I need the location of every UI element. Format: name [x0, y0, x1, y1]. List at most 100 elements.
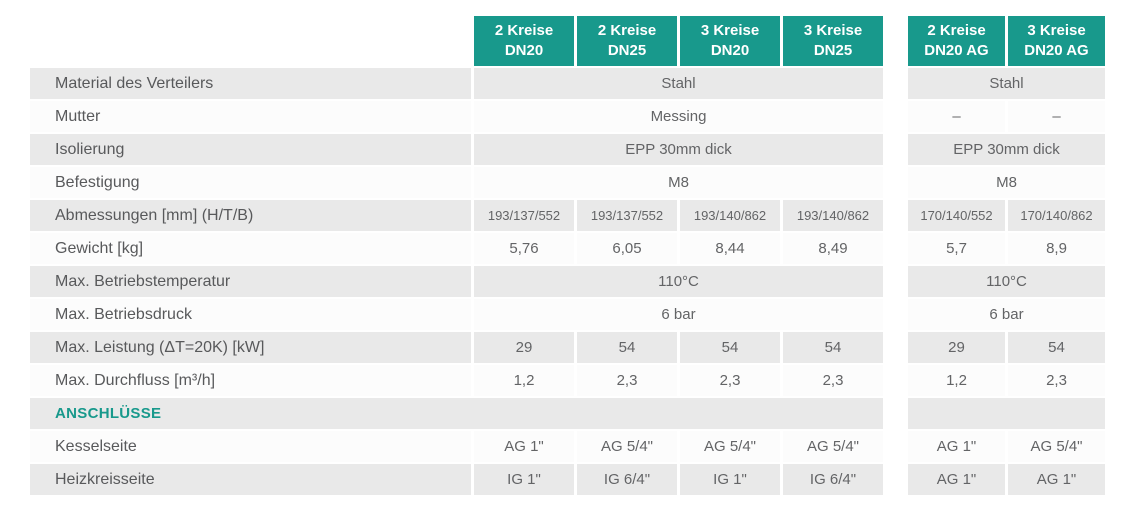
cell-material-span: Stahl — [908, 68, 1105, 99]
row-befestigung: Befestigung M8 — [30, 167, 883, 198]
cell-value: 6,05 — [577, 233, 677, 264]
row-material: Stahl — [908, 68, 1105, 99]
cell-value: 193/140/862 — [783, 200, 883, 231]
column-header-line2: DN20 — [504, 42, 544, 59]
column-header-3-kreise-dn25: 3 Kreise DN25 — [783, 16, 883, 66]
cell-value: 29 — [474, 332, 574, 363]
row-gewicht: 5,7 8,9 — [908, 233, 1105, 264]
row-mutter: Mutter Messing — [30, 101, 883, 132]
cell-value: 170/140/862 — [1008, 200, 1105, 231]
column-header-line1: 3 Kreise — [1027, 21, 1086, 39]
row-isolierung: EPP 30mm dick — [908, 134, 1105, 165]
cell-value: AG 5/4" — [783, 431, 883, 462]
cell-betriebsdruck-span: 6 bar — [908, 299, 1105, 330]
cell-isolierung-span: EPP 30mm dick — [474, 134, 883, 165]
cell-value: 193/137/552 — [577, 200, 677, 231]
row-material: Material des Verteilers Stahl — [30, 68, 883, 99]
row-abmessungen: 170/140/552 170/140/862 — [908, 200, 1105, 231]
cell-betriebstemperatur-span: 110°C — [474, 266, 883, 297]
column-header-2-kreise-dn25: 2 Kreise DN25 — [577, 16, 677, 66]
row-leistung: 29 54 — [908, 332, 1105, 363]
row-kesselseite: AG 1" AG 5/4" — [908, 431, 1105, 462]
row-section-anschluesse: ANSCHLÜSSE — [30, 398, 883, 429]
row-label: Mutter — [30, 101, 471, 132]
cell-value: 54 — [680, 332, 780, 363]
column-header-line1: 2 Kreise — [927, 21, 986, 39]
row-section-anschluesse — [908, 398, 1105, 429]
cell-value: – — [908, 101, 1005, 132]
column-header-line1: 2 Kreise — [494, 21, 554, 39]
header-row: 2 Kreise DN20 2 Kreise DN25 3 Kreise DN2… — [30, 16, 883, 66]
section-heading: ANSCHLÜSSE — [30, 398, 883, 429]
column-header-line2: DN20 AG — [1024, 42, 1089, 59]
cell-value: 54 — [783, 332, 883, 363]
cell-value: 54 — [577, 332, 677, 363]
cell-isolierung-span: EPP 30mm dick — [908, 134, 1105, 165]
row-betriebsdruck: Max. Betriebsdruck 6 bar — [30, 299, 883, 330]
row-mutter: – – — [908, 101, 1105, 132]
row-label: Max. Durchfluss [m³/h] — [30, 365, 471, 396]
cell-value: 8,9 — [1008, 233, 1105, 264]
cell-value: 8,49 — [783, 233, 883, 264]
cell-value: 54 — [1008, 332, 1105, 363]
column-header-2-kreise-dn20: 2 Kreise DN20 — [474, 16, 574, 66]
row-durchfluss: Max. Durchfluss [m³/h] 1,2 2,3 2,3 2,3 — [30, 365, 883, 396]
cell-mutter-span: Messing — [474, 101, 883, 132]
row-label: Max. Betriebsdruck — [30, 299, 471, 330]
cell-value: 1,2 — [908, 365, 1005, 396]
cell-value: 5,76 — [474, 233, 574, 264]
column-header-line2: DN20 AG — [924, 42, 989, 59]
cell-value: AG 5/4" — [680, 431, 780, 462]
cell-betriebsdruck-span: 6 bar — [474, 299, 883, 330]
row-befestigung: M8 — [908, 167, 1105, 198]
column-header-3-kreise-dn20: 3 Kreise DN20 — [680, 16, 780, 66]
cell-value: AG 5/4" — [577, 431, 677, 462]
cell-value: IG 1" — [474, 464, 574, 495]
cell-value: 2,3 — [680, 365, 780, 396]
cell-value: AG 5/4" — [1008, 431, 1105, 462]
row-heizkreisseite: Heizkreisseite IG 1" IG 6/4" IG 1" IG 6/… — [30, 464, 883, 495]
row-heizkreisseite: AG 1" AG 1" — [908, 464, 1105, 495]
row-label: Heizkreisseite — [30, 464, 471, 495]
row-kesselseite: Kesselseite AG 1" AG 5/4" AG 5/4" AG 5/4… — [30, 431, 883, 462]
cell-value: 2,3 — [783, 365, 883, 396]
header-blank-cell — [30, 16, 471, 66]
section-heading-spacer — [908, 398, 1105, 429]
cell-value: AG 1" — [908, 431, 1005, 462]
cell-value: 29 — [908, 332, 1005, 363]
spec-table-right: 2 Kreise DN20 AG 3 Kreise DN20 AG Stahl … — [905, 14, 1108, 497]
row-label: Abmessungen [mm] (H/T/B) — [30, 200, 471, 231]
row-label: Befestigung — [30, 167, 471, 198]
column-header-3-kreise-dn20-ag: 3 Kreise DN20 AG — [1008, 16, 1105, 66]
cell-value: AG 1" — [1008, 464, 1105, 495]
cell-value: 193/140/862 — [680, 200, 780, 231]
row-betriebstemperatur: 110°C — [908, 266, 1105, 297]
column-header-2-kreise-dn20-ag: 2 Kreise DN20 AG — [908, 16, 1005, 66]
column-header-line2: DN20 — [710, 42, 750, 59]
cell-value: IG 6/4" — [577, 464, 677, 495]
column-header-line2: DN25 — [607, 42, 647, 59]
cell-value: 193/137/552 — [474, 200, 574, 231]
row-leistung: Max. Leistung (ΔT=20K) [kW] 29 54 54 54 — [30, 332, 883, 363]
spec-comparison-table: 2 Kreise DN20 2 Kreise DN25 3 Kreise DN2… — [30, 14, 1108, 497]
cell-value: 1,2 — [474, 365, 574, 396]
cell-value: AG 1" — [474, 431, 574, 462]
row-label: Material des Verteilers — [30, 68, 471, 99]
cell-befestigung-span: M8 — [908, 167, 1105, 198]
cell-value: 8,44 — [680, 233, 780, 264]
row-gewicht: Gewicht [kg] 5,76 6,05 8,44 8,49 — [30, 233, 883, 264]
cell-value: IG 6/4" — [783, 464, 883, 495]
cell-befestigung-span: M8 — [474, 167, 883, 198]
row-durchfluss: 1,2 2,3 — [908, 365, 1105, 396]
cell-betriebstemperatur-span: 110°C — [908, 266, 1105, 297]
cell-value: IG 1" — [680, 464, 780, 495]
cell-value: AG 1" — [908, 464, 1005, 495]
row-isolierung: Isolierung EPP 30mm dick — [30, 134, 883, 165]
row-label: Max. Leistung (ΔT=20K) [kW] — [30, 332, 471, 363]
cell-value: 5,7 — [908, 233, 1005, 264]
column-header-line1: 3 Kreise — [803, 21, 863, 39]
row-abmessungen: Abmessungen [mm] (H/T/B) 193/137/552 193… — [30, 200, 883, 231]
row-betriebsdruck: 6 bar — [908, 299, 1105, 330]
row-label: Kesselseite — [30, 431, 471, 462]
column-header-line2: DN25 — [813, 42, 853, 59]
